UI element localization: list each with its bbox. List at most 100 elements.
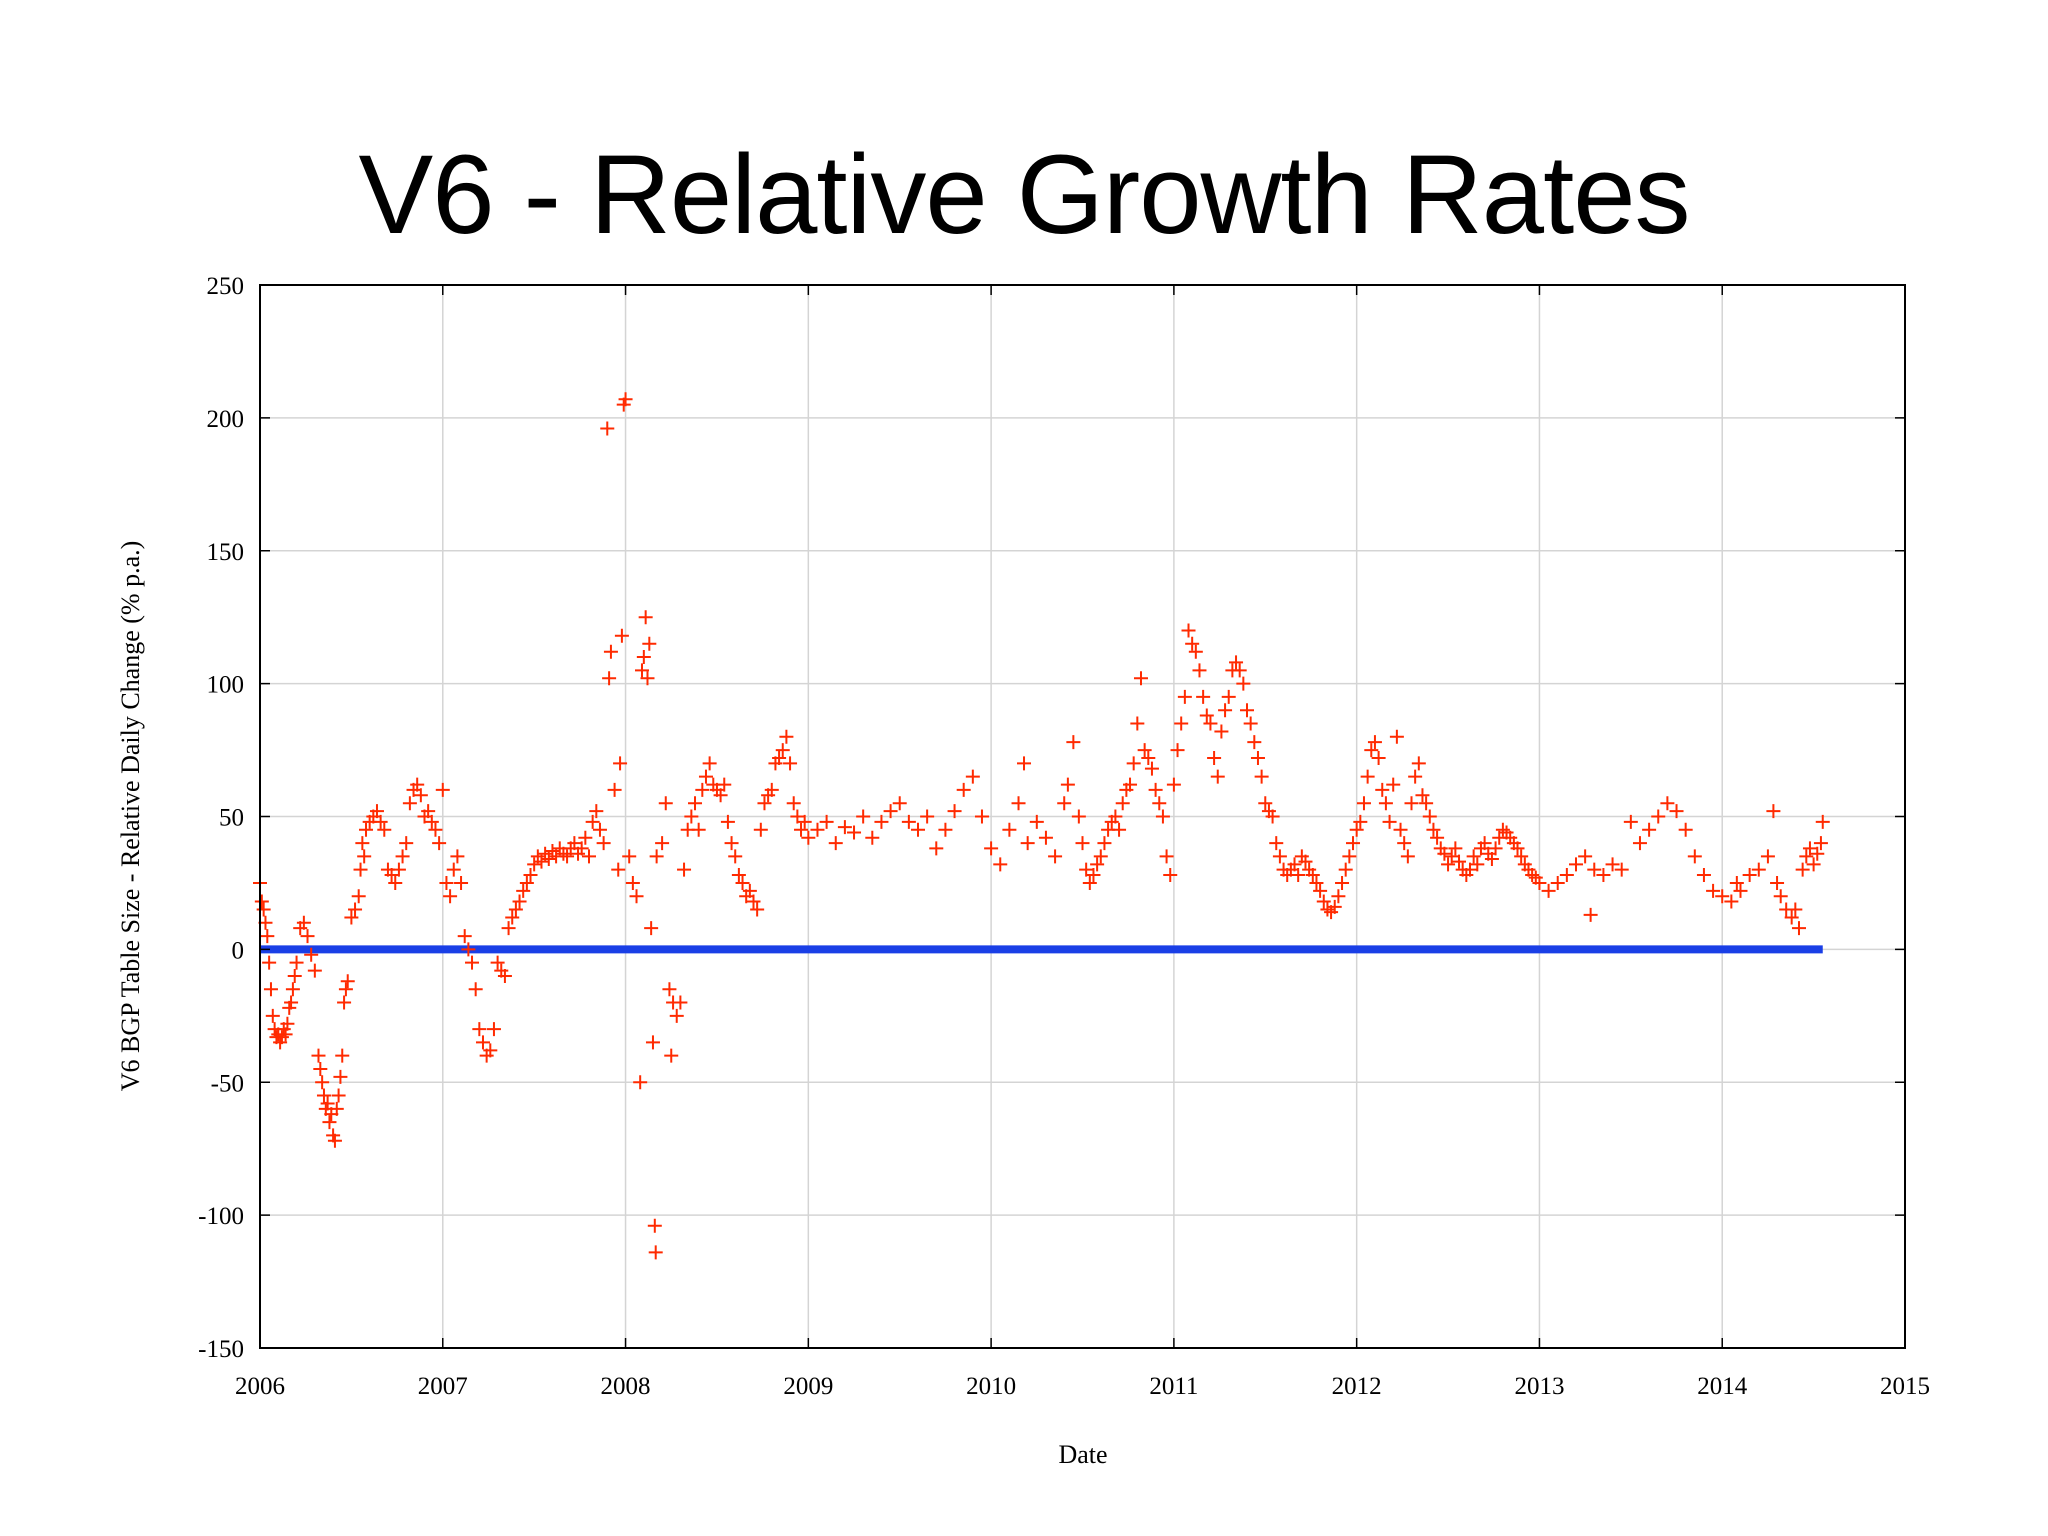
data-point <box>1188 644 1203 659</box>
data-point <box>307 963 322 978</box>
data-point <box>355 836 370 851</box>
data-point <box>1419 796 1434 811</box>
data-point <box>1331 889 1346 904</box>
data-point <box>1422 809 1437 824</box>
data-point <box>1784 910 1799 925</box>
data-point <box>883 804 898 819</box>
data-point <box>640 671 655 686</box>
data-point <box>1313 883 1328 898</box>
data-point <box>644 921 659 936</box>
data-point <box>618 392 633 407</box>
data-point <box>327 1133 342 1148</box>
data-point <box>753 822 768 837</box>
data-point <box>1203 716 1218 731</box>
y-tick-label: 0 <box>232 937 245 964</box>
data-point <box>421 804 436 819</box>
data-point <box>611 862 626 877</box>
data-point <box>1791 921 1806 936</box>
data-point <box>1196 689 1211 704</box>
data-point <box>353 862 368 877</box>
data-point <box>742 883 757 898</box>
data-point <box>256 902 271 917</box>
data-point <box>1669 804 1684 819</box>
y-tick-label: 100 <box>207 672 245 699</box>
data-point <box>828 836 843 851</box>
data-point <box>677 862 692 877</box>
data-point <box>1766 804 1781 819</box>
data-point <box>578 830 593 845</box>
data-point <box>322 1115 337 1130</box>
data-point <box>1199 708 1214 723</box>
data-point <box>1802 841 1817 856</box>
data-point <box>929 841 944 856</box>
data-point <box>1569 857 1583 872</box>
data-point <box>335 1048 350 1063</box>
data-point <box>717 777 732 792</box>
data-point <box>607 782 622 797</box>
data-point <box>284 995 299 1010</box>
data-point <box>1514 849 1529 864</box>
data-point <box>454 875 469 890</box>
data-point <box>315 1075 330 1090</box>
data-point <box>1404 796 1419 811</box>
data-point <box>1316 894 1331 909</box>
data-point <box>1795 862 1810 877</box>
data-point <box>432 836 447 851</box>
data-point <box>1229 655 1244 670</box>
data-point <box>450 849 465 864</box>
data-point <box>1082 875 1097 890</box>
data-point <box>1393 822 1408 837</box>
data-point <box>1342 849 1357 864</box>
data-point <box>287 968 302 983</box>
data-point <box>1338 862 1353 877</box>
y-tick-label: -100 <box>198 1203 244 1230</box>
data-point <box>1002 822 1017 837</box>
data-point <box>280 1016 295 1031</box>
y-tick-label: 200 <box>207 406 245 433</box>
data-point <box>1813 836 1828 851</box>
data-point <box>402 796 417 811</box>
data-point <box>589 804 604 819</box>
data-point <box>757 796 772 811</box>
data-point <box>1583 907 1598 922</box>
data-point <box>1152 796 1167 811</box>
data-point <box>300 929 315 944</box>
data-point <box>622 849 637 864</box>
data-point <box>1029 814 1044 829</box>
data-point <box>1696 867 1711 882</box>
data-point <box>1048 849 1063 864</box>
data-point <box>1806 857 1821 872</box>
data-point <box>410 777 425 792</box>
data-point <box>702 756 717 771</box>
data-point <box>574 841 589 856</box>
data-point <box>1291 867 1306 882</box>
data-point <box>1760 849 1775 864</box>
data-point <box>1079 862 1094 877</box>
data-point <box>1642 822 1657 837</box>
data-point <box>691 822 706 837</box>
data-point <box>1097 836 1112 851</box>
x-axis-label: Date <box>1058 1440 1107 1469</box>
data-point <box>1532 875 1547 890</box>
data-point <box>313 1061 328 1076</box>
data-point <box>1250 751 1265 766</box>
data-point <box>684 809 699 824</box>
data-point <box>1090 857 1105 872</box>
data-point <box>262 955 277 970</box>
data-point <box>720 814 735 829</box>
data-point <box>1075 836 1090 851</box>
data-point <box>629 889 644 904</box>
data-point <box>642 636 657 651</box>
data-point <box>1192 663 1207 678</box>
data-point <box>1240 703 1254 718</box>
y-tick-label: 150 <box>207 539 245 566</box>
y-tick-labels: -150 -100 -50 0 50 100 150 200 250 <box>198 273 244 1363</box>
data-point <box>1397 836 1412 851</box>
data-point <box>1115 796 1130 811</box>
data-point <box>920 809 935 824</box>
data-point <box>801 830 816 845</box>
data-point <box>519 875 534 890</box>
data-point <box>260 929 275 944</box>
data-point <box>1141 751 1156 766</box>
data-point <box>1371 751 1386 766</box>
